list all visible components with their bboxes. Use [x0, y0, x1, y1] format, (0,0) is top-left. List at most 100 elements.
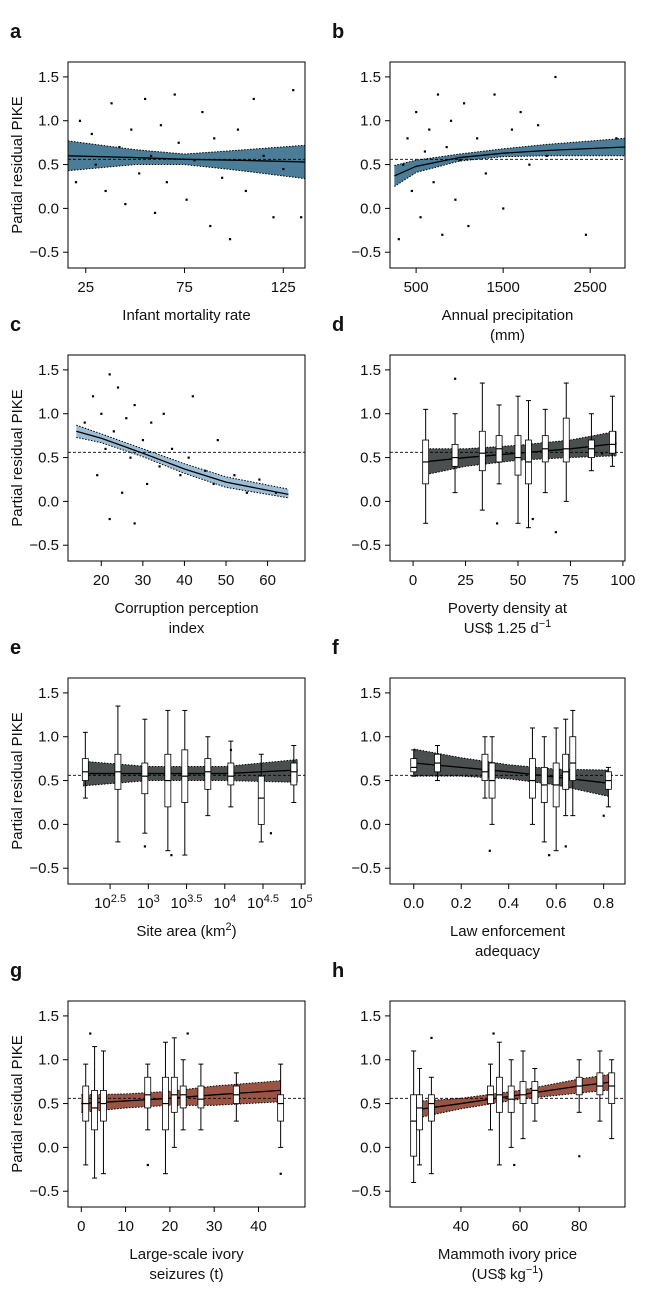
box — [257, 775, 265, 825]
label-text: Law enforcement — [450, 923, 566, 940]
y-axis-label: Partial residual PIKE — [9, 1035, 26, 1173]
x-tick-label: 25 — [457, 572, 474, 589]
box — [290, 762, 298, 786]
band-edge — [76, 424, 289, 490]
point — [548, 854, 551, 857]
tick-base: 0.8 — [593, 895, 614, 912]
point — [510, 128, 514, 131]
point — [141, 439, 145, 442]
plot-frame — [389, 354, 626, 562]
point — [121, 491, 124, 494]
label-text: Mammoth ivory price — [438, 1246, 577, 1263]
x-tick-label: 125 — [271, 279, 296, 296]
y-tick-label: −0.5 — [29, 537, 59, 554]
x-tick-label: 30 — [134, 572, 151, 589]
point — [488, 849, 491, 852]
y-tick-label: 1.0 — [360, 729, 381, 746]
y-tick-label: 0.5 — [38, 773, 59, 790]
tick-base: 10 — [290, 895, 307, 912]
tick-base: 0.6 — [546, 895, 567, 912]
box — [410, 758, 418, 773]
plot-area — [68, 89, 305, 241]
point — [584, 233, 588, 236]
point — [519, 110, 522, 114]
x-tick-label: 30 — [206, 1218, 223, 1235]
tick-exponent: 4.5 — [264, 893, 279, 905]
point — [144, 97, 147, 101]
tick-base: 100 — [610, 572, 635, 589]
point — [430, 1036, 433, 1040]
tick-base: 20 — [162, 1218, 179, 1235]
plot-area — [68, 373, 305, 525]
point — [274, 491, 278, 494]
tick-base: 80 — [571, 1218, 588, 1235]
box — [478, 430, 486, 472]
x-tick-label: 20 — [93, 572, 110, 589]
point — [159, 124, 163, 127]
x-axis-label: Poverty density at — [448, 600, 568, 617]
tick-base: 0 — [409, 572, 417, 589]
tick-base: 20 — [93, 572, 110, 589]
band-edge — [394, 137, 625, 166]
plot-frame — [67, 1000, 306, 1208]
box — [81, 758, 89, 781]
x-tick-label: 40 — [453, 1218, 470, 1235]
point — [493, 93, 496, 96]
x-axis-label: Corruption perception — [114, 600, 258, 617]
plot-area — [390, 1032, 625, 1183]
plot-frame — [389, 1000, 626, 1208]
point — [133, 522, 136, 525]
point — [564, 845, 567, 848]
x-axis-label: seizures (t) — [149, 1266, 223, 1283]
y-tick-label: 0.5 — [360, 157, 381, 174]
point — [201, 110, 204, 114]
y-tick-label: 0.5 — [360, 773, 381, 790]
panel-letter: b — [332, 21, 344, 43]
point — [186, 1032, 189, 1035]
x-axis-label: Law enforcement — [450, 923, 566, 940]
x-axis-label: Annual precipitation — [442, 307, 574, 324]
point — [209, 224, 212, 228]
x-tick-label: 500 — [404, 279, 429, 296]
x-tick-label: 0.2 — [451, 895, 472, 912]
tick-base: 25 — [77, 279, 94, 296]
point — [153, 211, 157, 214]
tick-base: 50 — [218, 572, 235, 589]
point — [221, 176, 224, 179]
y-tick-label: 1.5 — [38, 362, 59, 379]
y-tick-label: −0.5 — [351, 1183, 381, 1200]
x-tick-label: 0 — [77, 1218, 85, 1235]
point — [170, 447, 174, 450]
box — [204, 758, 212, 790]
point — [432, 181, 435, 184]
point — [108, 373, 111, 376]
x-tick-label: 105 — [290, 893, 313, 912]
point — [397, 238, 400, 241]
y-tick-label: −0.5 — [351, 537, 381, 554]
x-tick-label: 75 — [562, 572, 579, 589]
box — [416, 1094, 423, 1131]
point — [129, 456, 132, 459]
plot-frame — [389, 677, 626, 885]
y-tick-label: 1.5 — [38, 69, 59, 86]
x-tick-label: 0 — [409, 572, 417, 589]
point — [130, 128, 133, 131]
box — [427, 1094, 435, 1122]
y-tick-label: 0.5 — [38, 450, 59, 467]
point — [91, 395, 95, 398]
tick-base: 50 — [510, 572, 527, 589]
point — [118, 146, 121, 149]
plot-area — [390, 377, 625, 534]
tick-base: 125 — [271, 279, 296, 296]
tick-exponent: 3.5 — [187, 893, 202, 905]
point — [233, 474, 236, 477]
label-text: seizures (t) — [149, 1266, 223, 1283]
x-axis-label: Mammoth ivory price — [438, 1246, 577, 1263]
x-tick-label: 0.8 — [593, 895, 614, 912]
tick-base: 2500 — [573, 279, 606, 296]
point — [146, 482, 149, 486]
x-tick-label: 50 — [218, 572, 235, 589]
point — [423, 150, 427, 153]
x-tick-label: 103 — [137, 893, 160, 912]
point — [213, 137, 216, 140]
